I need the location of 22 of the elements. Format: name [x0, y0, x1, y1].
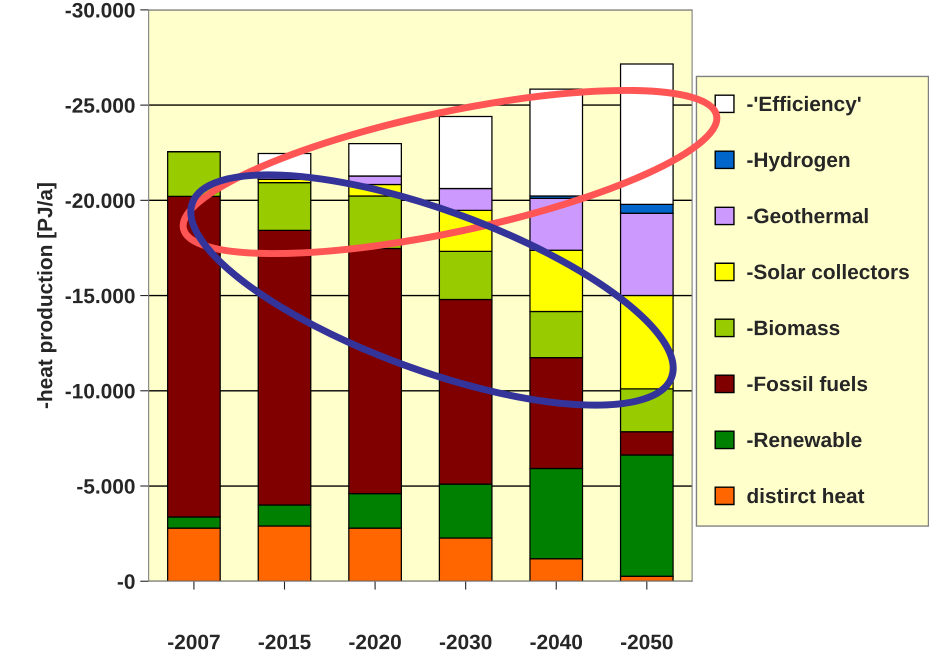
y-tick-label: -20.000 — [66, 193, 135, 208]
y-tick-label: -5.000 — [77, 479, 135, 494]
legend-label: -Geothermal — [747, 208, 868, 224]
y-tick-label: -15.000 — [66, 288, 135, 304]
y-tick-label: -10.000 — [66, 384, 135, 399]
y-axis-title: -heat production [PJ/a] — [37, 183, 56, 408]
legend-label: -'Efficiency' — [747, 96, 861, 116]
x-tick-label: -2015 — [258, 634, 311, 650]
x-tick-label: -2030 — [440, 634, 492, 650]
y-tick-label: -25.000 — [66, 98, 135, 113]
y-tick-label: -30.000 — [66, 2, 135, 18]
x-tick-label: -2040 — [530, 634, 582, 650]
x-tick-label: -2007 — [168, 634, 220, 650]
legend-label: -Biomass — [747, 320, 840, 336]
x-tick-label: -2050 — [620, 634, 673, 650]
x-tick-label: -2020 — [349, 634, 401, 650]
legend-label: -Hydrogen — [747, 152, 850, 172]
y-tick-label: -0 — [118, 574, 135, 589]
legend-label: -Renewable — [747, 432, 862, 448]
legend-label: -Fossil fuels — [747, 376, 868, 392]
legend-label: distirct heat — [747, 488, 864, 504]
legend-label: -Solar collectors — [747, 264, 909, 280]
